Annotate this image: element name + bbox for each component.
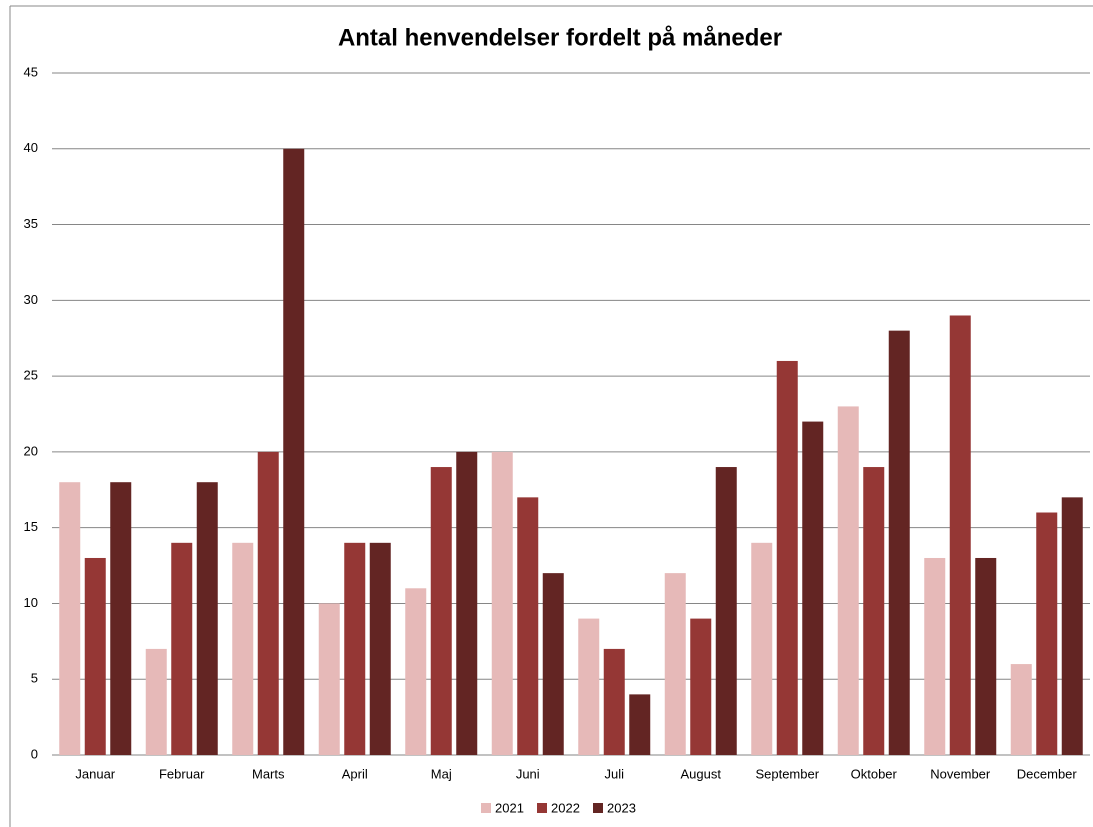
bar bbox=[690, 618, 712, 755]
bar bbox=[776, 360, 798, 755]
y-tick-label: 35 bbox=[24, 216, 38, 231]
bar bbox=[949, 315, 971, 755]
y-tick-label: 30 bbox=[24, 292, 38, 307]
bar bbox=[578, 618, 600, 755]
x-tick-label: Januar bbox=[75, 766, 115, 781]
bar bbox=[283, 148, 305, 755]
legend-swatch bbox=[481, 803, 491, 813]
x-tick-label: December bbox=[1017, 766, 1078, 781]
x-tick-label: Maj bbox=[431, 766, 452, 781]
bar bbox=[924, 557, 946, 755]
bar bbox=[1061, 497, 1083, 755]
bar bbox=[715, 467, 737, 755]
legend-swatch bbox=[537, 803, 547, 813]
bar bbox=[837, 406, 859, 755]
bar bbox=[59, 482, 81, 755]
x-tick-label: Februar bbox=[159, 766, 205, 781]
y-tick-label: 0 bbox=[31, 746, 38, 761]
bar bbox=[802, 421, 824, 755]
legend-swatch bbox=[593, 803, 603, 813]
bar bbox=[344, 542, 366, 755]
bar bbox=[629, 694, 651, 755]
bar bbox=[405, 588, 427, 755]
bar bbox=[84, 557, 106, 755]
legend-label: 2021 bbox=[495, 800, 524, 815]
bar bbox=[110, 482, 132, 755]
bar bbox=[888, 330, 910, 755]
bar bbox=[318, 603, 340, 755]
legend-label: 2023 bbox=[607, 800, 636, 815]
x-tick-label: Oktober bbox=[851, 766, 898, 781]
y-tick-label: 45 bbox=[24, 64, 38, 79]
bar bbox=[196, 482, 218, 755]
bar bbox=[1010, 664, 1032, 755]
y-tick-label: 40 bbox=[24, 140, 38, 155]
chart-title: Antal henvendelser fordelt på måneder bbox=[338, 24, 782, 51]
bar bbox=[1036, 512, 1058, 755]
bar bbox=[257, 451, 279, 755]
legend-label: 2022 bbox=[551, 800, 580, 815]
bar bbox=[664, 573, 686, 755]
bar bbox=[863, 467, 885, 755]
x-tick-label: November bbox=[930, 766, 991, 781]
y-tick-label: 5 bbox=[31, 671, 38, 686]
bar bbox=[542, 573, 564, 755]
bar bbox=[232, 542, 254, 755]
y-tick-label: 15 bbox=[24, 519, 38, 534]
x-tick-label: April bbox=[342, 766, 368, 781]
bar bbox=[145, 648, 167, 755]
bar bbox=[456, 451, 478, 755]
bar bbox=[975, 557, 997, 755]
bar bbox=[369, 542, 391, 755]
bar bbox=[430, 467, 452, 755]
x-tick-label: Juni bbox=[516, 766, 540, 781]
bar bbox=[517, 497, 539, 755]
bar bbox=[171, 542, 193, 755]
x-tick-label: August bbox=[681, 766, 722, 781]
y-tick-label: 10 bbox=[24, 595, 38, 610]
bar bbox=[491, 451, 513, 755]
y-tick-label: 20 bbox=[24, 443, 38, 458]
y-tick-label: 25 bbox=[24, 368, 38, 383]
x-tick-label: September bbox=[755, 766, 819, 781]
bar bbox=[603, 648, 625, 755]
x-tick-label: Juli bbox=[604, 766, 624, 781]
bar bbox=[751, 542, 773, 755]
x-tick-label: Marts bbox=[252, 766, 285, 781]
